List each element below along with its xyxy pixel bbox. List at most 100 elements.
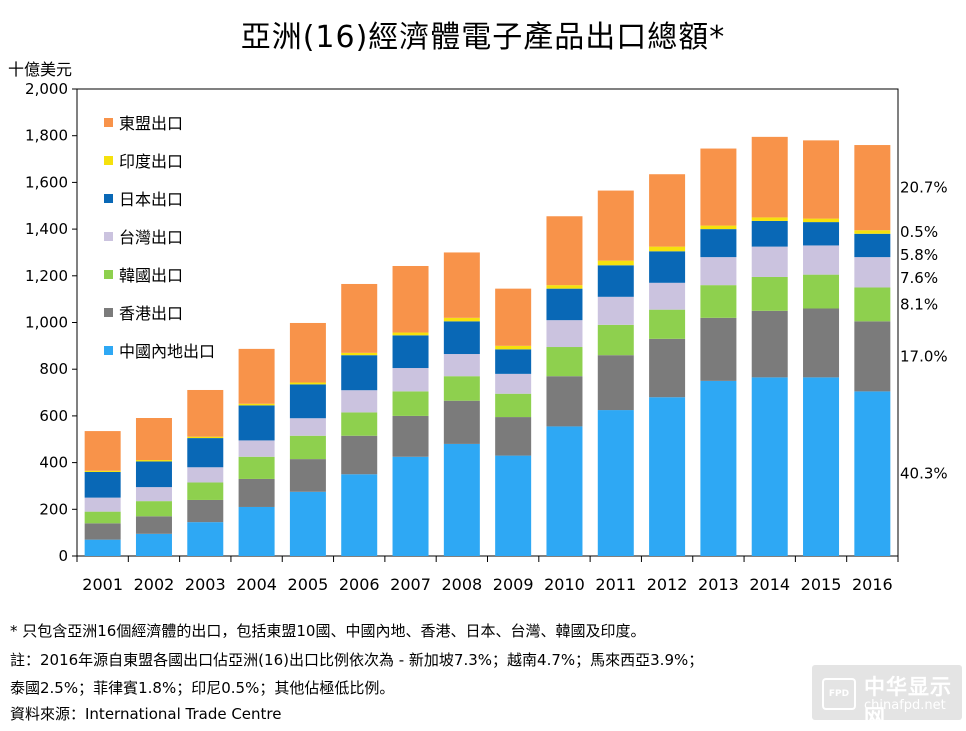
bar-segment: [751, 136, 788, 218]
bar-segment: [443, 252, 480, 318]
bar-segment: [649, 309, 686, 339]
footnote-line-3: 泰國2.5%；菲律賓1.8%；印尼0.5%；其他佔極低比例。: [10, 679, 395, 697]
watermark-name: 中华显示网: [864, 675, 952, 729]
bar-segment: [84, 539, 121, 556]
bar-segment: [854, 287, 891, 322]
y-tick-label: 0: [58, 547, 68, 565]
bar-segment: [597, 355, 634, 411]
bar-segment: [546, 426, 583, 556]
bar-segment: [495, 455, 532, 556]
watermark-url: chinafpd.net: [864, 698, 946, 713]
legend-item: 香港出口: [104, 302, 184, 323]
percentage-annotation: 8.1%: [900, 295, 938, 313]
legend-label: 香港出口: [119, 304, 184, 323]
bar-segment: [135, 461, 172, 488]
bar-segment: [546, 216, 583, 286]
bar-segment: [751, 310, 788, 378]
legend-swatch: [104, 231, 113, 241]
bar-segment: [649, 246, 686, 252]
bar-segment: [495, 345, 532, 350]
bar-segment: [597, 324, 634, 356]
legend-label: 東盟出口: [119, 114, 184, 133]
bar-segment: [392, 332, 429, 336]
bar-segment: [751, 220, 788, 247]
bar-segment: [238, 440, 275, 457]
bar-segment: [392, 335, 429, 369]
bar-segment: [854, 233, 891, 258]
bar-segment: [289, 459, 326, 492]
legend-swatch: [104, 345, 113, 355]
bar-segment: [597, 190, 634, 261]
bar-segment: [443, 317, 480, 322]
bar-segment: [597, 260, 634, 266]
bar-segment: [84, 497, 121, 512]
bar-segment: [546, 285, 583, 289]
bar-segment: [341, 474, 378, 556]
bar-segment: [803, 218, 840, 223]
bar-segment: [84, 470, 121, 472]
bar-segment: [289, 435, 326, 460]
bar-segment: [854, 391, 891, 556]
legend-item: 日本出口: [104, 188, 183, 209]
x-tick-label: 2014: [749, 575, 790, 594]
bar-segment: [495, 393, 532, 418]
y-tick-label: 600: [39, 407, 68, 425]
percentage-annotation: 5.8%: [900, 246, 938, 264]
bar-segment: [700, 285, 737, 318]
bar-segment: [135, 418, 172, 461]
bar-segment: [751, 276, 788, 311]
bar-segment: [649, 338, 686, 398]
x-tick-label: 2006: [339, 575, 380, 594]
legend-swatch: [104, 307, 113, 317]
x-tick-label: 2005: [288, 575, 329, 594]
bar-segment: [546, 347, 583, 377]
legend-label: 印度出口: [119, 152, 184, 171]
x-tick-label: 2013: [698, 575, 739, 594]
bar-segment: [187, 436, 224, 439]
y-tick-label: 1,200: [25, 267, 68, 285]
x-tick-label: 2008: [441, 575, 482, 594]
bar-segment: [238, 478, 275, 507]
bar-segment: [597, 410, 634, 556]
bar-segment: [392, 265, 429, 333]
footnote-line-2: 註：2016年源自東盟各國出口佔亞洲(16)出口比例依次為 - 新加坡7.3%；…: [10, 651, 704, 669]
bar-segment: [187, 389, 224, 437]
bar-segment: [751, 217, 788, 221]
y-tick-label: 400: [39, 454, 68, 472]
y-tick-label: 2,000: [25, 80, 68, 98]
bar-segment: [187, 482, 224, 500]
bar-segment: [341, 352, 378, 356]
bar-segment: [135, 533, 172, 556]
bar-segment: [84, 471, 121, 498]
y-tick-label: 800: [39, 360, 68, 378]
bar-segment: [84, 431, 121, 471]
bar-segment: [751, 246, 788, 277]
x-tick-label: 2011: [595, 575, 636, 594]
bar-segment: [597, 296, 634, 325]
bar-segment: [238, 456, 275, 479]
bar-segment: [238, 506, 275, 556]
bar-segment: [597, 265, 634, 297]
bar-segment: [392, 391, 429, 416]
legend-item: 東盟出口: [104, 112, 184, 133]
y-tick-label: 1,600: [25, 173, 68, 191]
bar-segment: [443, 376, 480, 401]
chart-title: 亞洲(16)經濟體電子產品出口總額*: [240, 20, 726, 55]
legend-item: 韓國出口: [104, 264, 184, 285]
percentage-annotation: 7.6%: [900, 269, 938, 287]
bar-segment: [700, 257, 737, 286]
legend-swatch: [104, 155, 113, 165]
bar-segment: [238, 348, 275, 404]
bar-segment: [84, 511, 121, 524]
legend-item: 台灣出口: [104, 226, 183, 247]
legend-swatch: [104, 269, 113, 279]
x-tick-label: 2016: [852, 575, 893, 594]
bar-segment: [854, 257, 891, 288]
bar-segment: [135, 460, 172, 462]
bar-segment: [495, 373, 532, 394]
bar-segment: [803, 222, 840, 246]
bar-segment: [546, 288, 583, 321]
legend-label: 韓國出口: [119, 266, 184, 285]
bar-segment: [443, 354, 480, 377]
